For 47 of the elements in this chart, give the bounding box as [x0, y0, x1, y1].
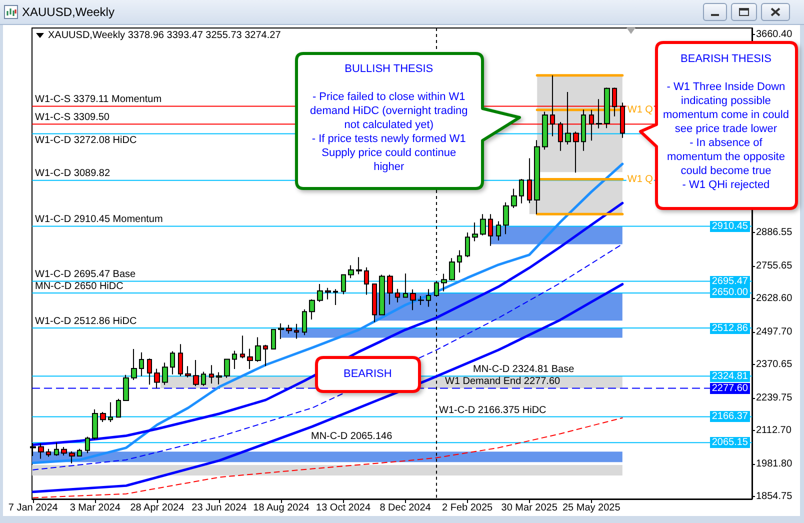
y-tick-label: 2628.60 — [756, 292, 793, 304]
series-label: W1 Q — [627, 104, 654, 116]
y-tick-label: 1981.80 — [756, 458, 793, 470]
ref-line-label: W1-C-D 2512.86 HiDC — [35, 316, 137, 328]
x-tick-label: 7 Jan 2024 — [8, 502, 58, 514]
ref-line-label: W1-C-D 2910.45 Momentum — [35, 214, 163, 226]
annotation: 2910.45 — [710, 220, 750, 232]
chart-title: XAUUSD,Weekly — [22, 5, 114, 19]
y-tick-label: 2497.70 — [756, 326, 793, 338]
ref-line-label: W1-C-D 2166.375 HiDC — [439, 404, 546, 416]
x-tick-label: 23 Jun 2024 — [192, 502, 248, 514]
annotation: BEARISH — [344, 367, 392, 381]
y-tick-label: 2370.65 — [756, 358, 793, 370]
y-tick-label: 2239.75 — [756, 392, 793, 404]
text: BULLISH THESIS - Price failed to close within W1 demand HiDC (overnight trading not calculated yet) - If price tests newly formed W1 Supply price could continue higher — [310, 63, 468, 173]
annotation: 2695.47 — [710, 276, 750, 287]
y-tick-label: 2755.65 — [756, 260, 793, 272]
y-tick-label: 2112.70 — [756, 424, 792, 436]
chart-subtitle: XAUUSD,Weekly 3378.96 3393.47 3255.73 3274.27 — [48, 30, 281, 41]
ref-line-label: MN-C-D 2650 HiDC — [35, 280, 124, 292]
ref-line-label: MN-C-D 2324.81 Base — [473, 364, 574, 376]
annotation: 2166.37 — [710, 411, 750, 422]
x-tick-label: 2 Feb 2025 — [442, 502, 494, 514]
x-tick-label: 3 Mar 2024 — [70, 502, 121, 514]
annotation: 2277.60 — [710, 382, 750, 394]
ref-line-label: W1-C-D 3089.82 — [35, 168, 110, 180]
ref-line-label: W1 Demand End 2277.60 — [445, 376, 560, 388]
series-label: W1 Q — [627, 174, 654, 185]
ref-line-label: W1-C-D 2695.47 Base — [35, 269, 136, 280]
x-tick-label: 28 Apr 2024 — [130, 502, 185, 514]
ref-line-label: W1-C-D 3272.08 HiDC — [35, 134, 137, 146]
x-tick-label: 8 Dec 2024 — [380, 502, 432, 514]
x-tick-label: 18 Aug 2024 — [253, 502, 310, 514]
annotation: 2650.00 — [710, 287, 750, 298]
ref-line-label: MN-C-D 2065.146 — [311, 430, 392, 442]
x-tick-label: 13 Oct 2024 — [316, 502, 371, 514]
y-tick-label: 3660.40 — [756, 28, 793, 40]
y-tick-label: 2886.55 — [756, 226, 793, 238]
ref-line-label: W1-C-S 3379.11 Momentum — [35, 94, 162, 106]
annotation: 2065.15 — [710, 437, 750, 448]
ref-line-label: W1-C-S 3309.50 — [35, 112, 110, 124]
y-tick-label: 1854.75 — [756, 491, 793, 502]
text: BEARISH THESIS - W1 Three Inside Down indicating possible momentum come in could see price trade lower - In absence of momentum the opposite could become true - W1 QHi rejected — [663, 53, 789, 191]
x-tick-label: 30 Mar 2025 — [501, 502, 558, 514]
annotation: 2512.86 — [710, 322, 750, 334]
x-tick-label: 25 May 2025 — [562, 502, 621, 514]
annotation: 2324.81 — [710, 370, 750, 382]
